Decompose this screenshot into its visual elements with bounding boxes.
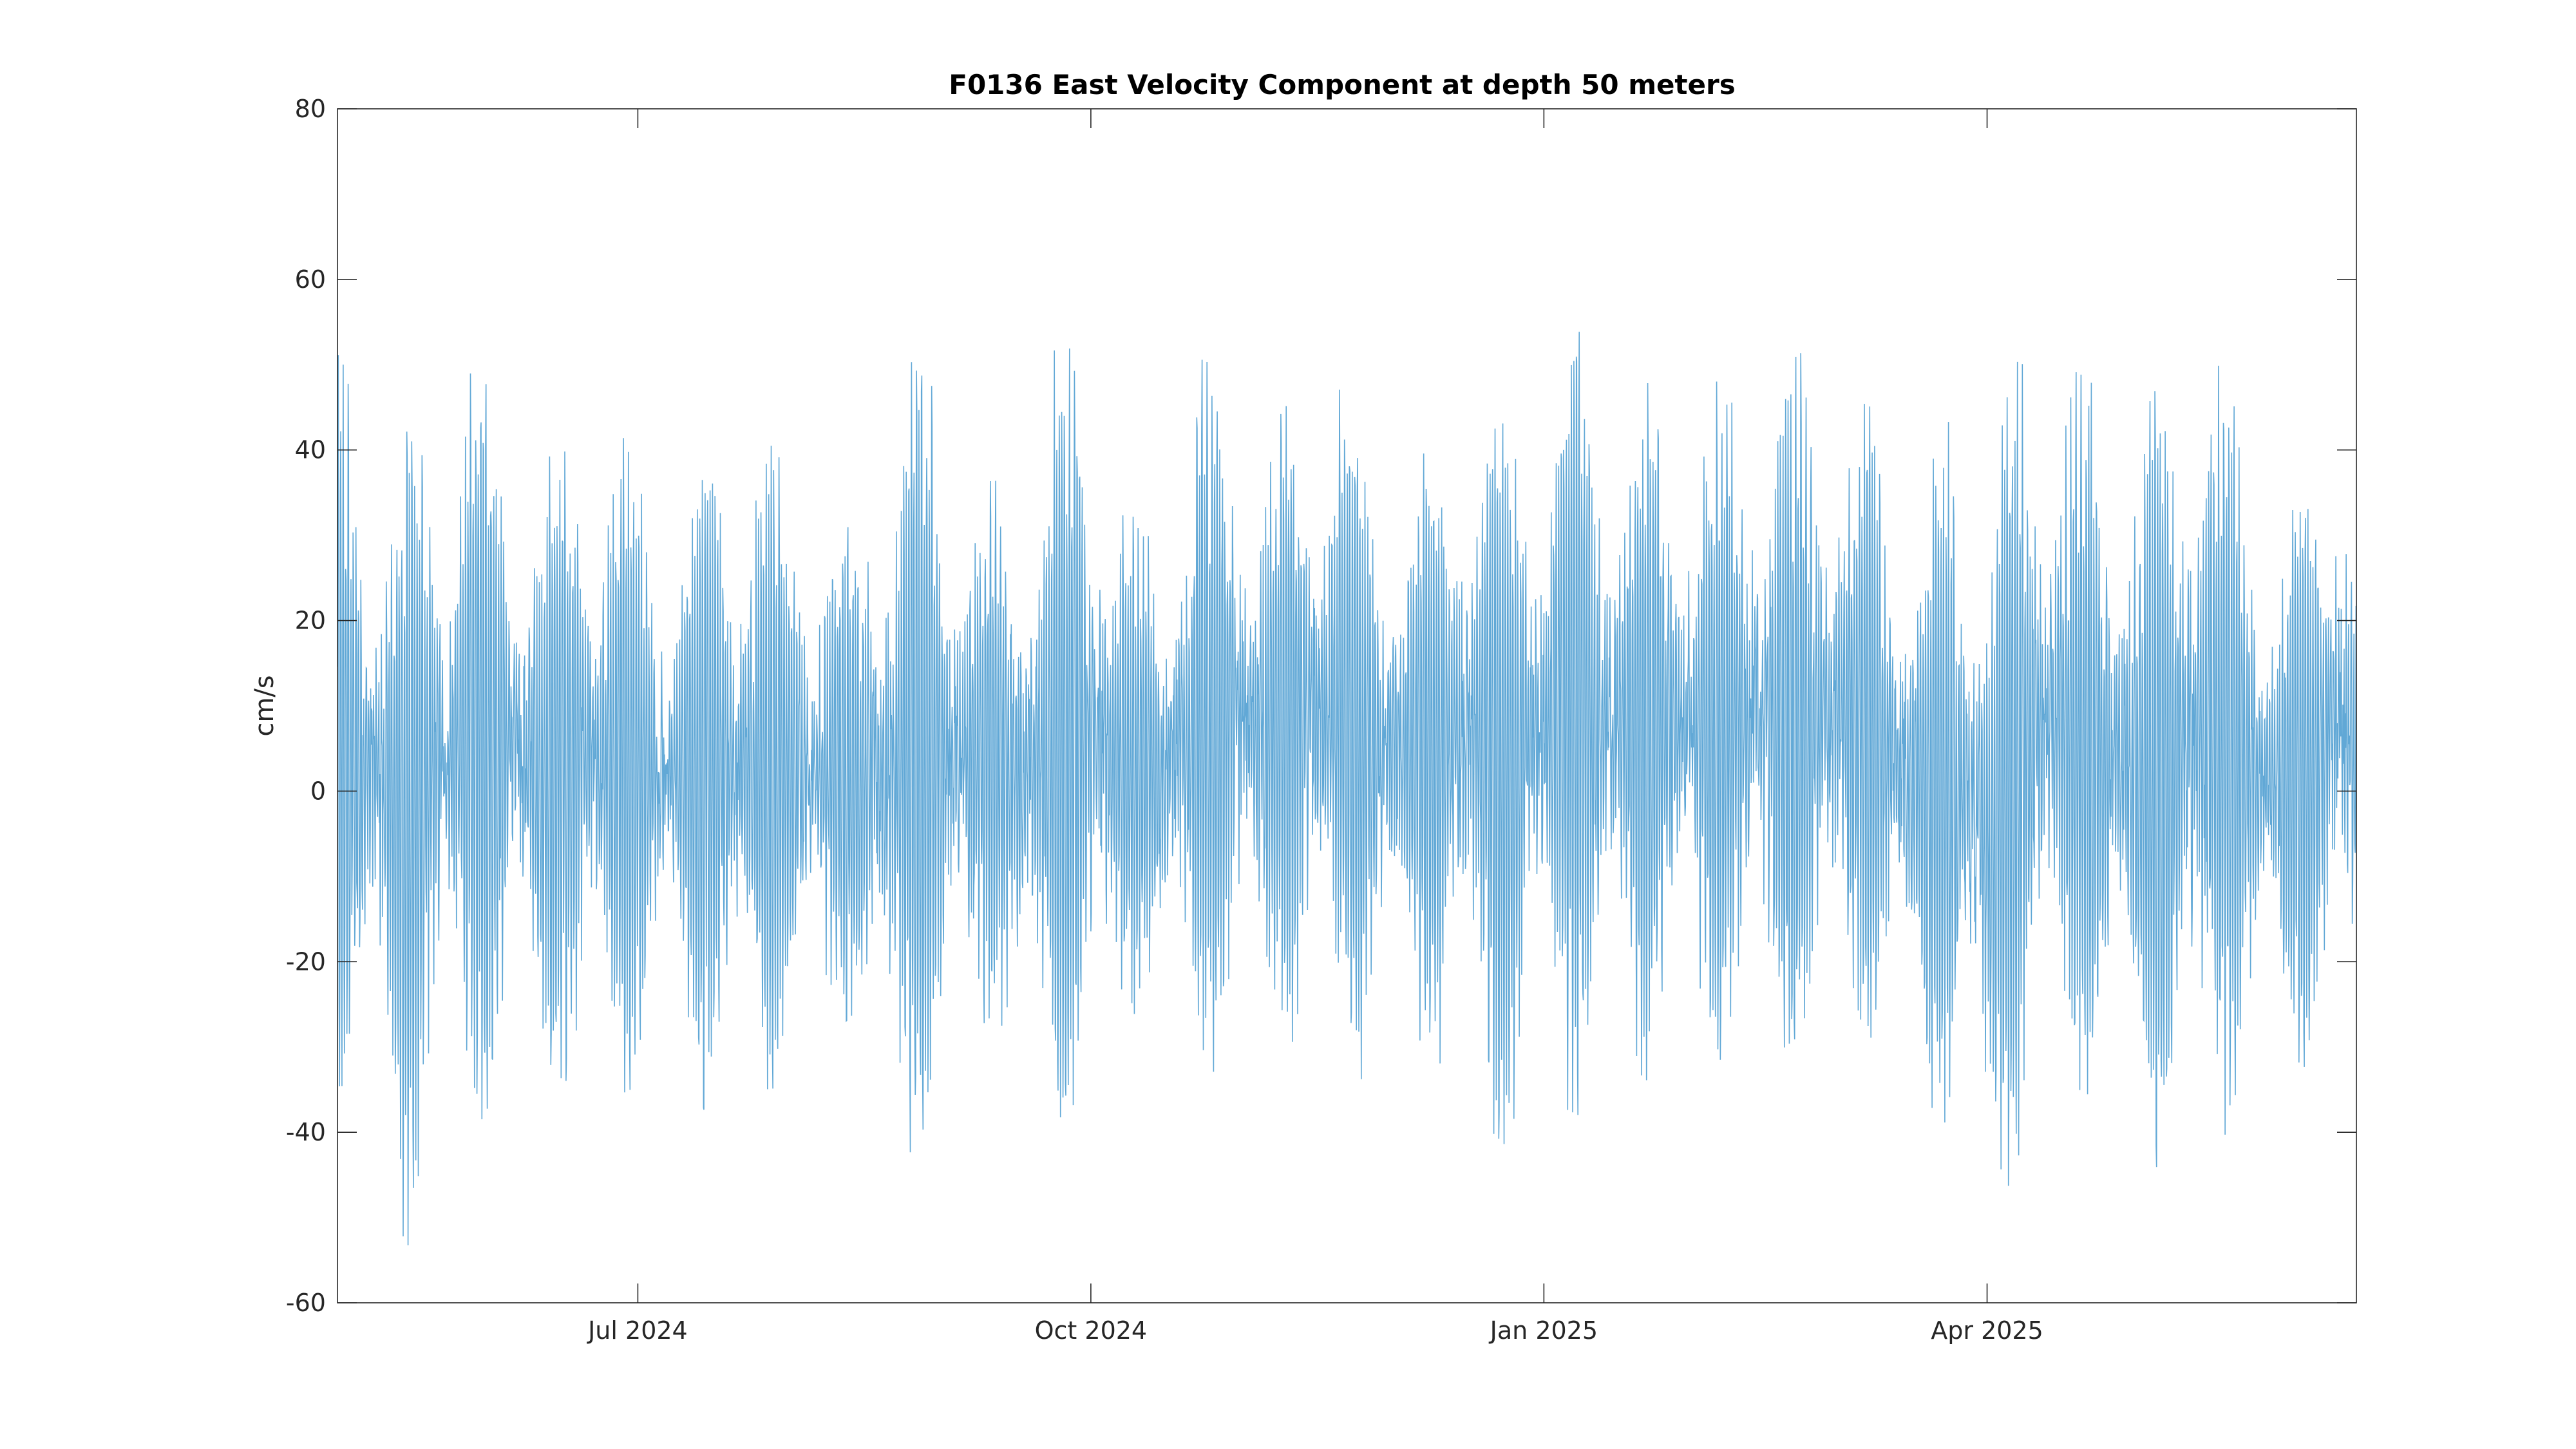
chart-title: F0136 East Velocity Component at depth 5… [949,69,1735,100]
y-tick-label: -20 [286,947,326,976]
x-tick-label: Jul 2024 [587,1316,688,1345]
y-axis-label: cm/s [250,675,279,736]
plot-area [337,332,2356,1245]
y-tick-label: 80 [295,95,326,123]
axes-box [337,108,2357,1303]
x-tick-label: Oct 2024 [1035,1316,1148,1345]
x-tick-label: Jan 2025 [1489,1316,1598,1345]
y-tick-label: 40 [295,436,326,464]
axes: 80 60 40 20 0 -20 -40 -60 Jul 2024 Oct 2024 Jan 20… [286,95,2357,1345]
y-tick-label: -60 [286,1289,326,1317]
y-tick-label: -40 [286,1118,326,1146]
series-line [337,332,2356,1245]
x-tick-label: Apr 2025 [1931,1316,2043,1345]
y-tick-label: 20 [295,607,326,635]
y-tick-label: 0 [310,777,326,805]
y-tick-label: 60 [295,265,326,294]
